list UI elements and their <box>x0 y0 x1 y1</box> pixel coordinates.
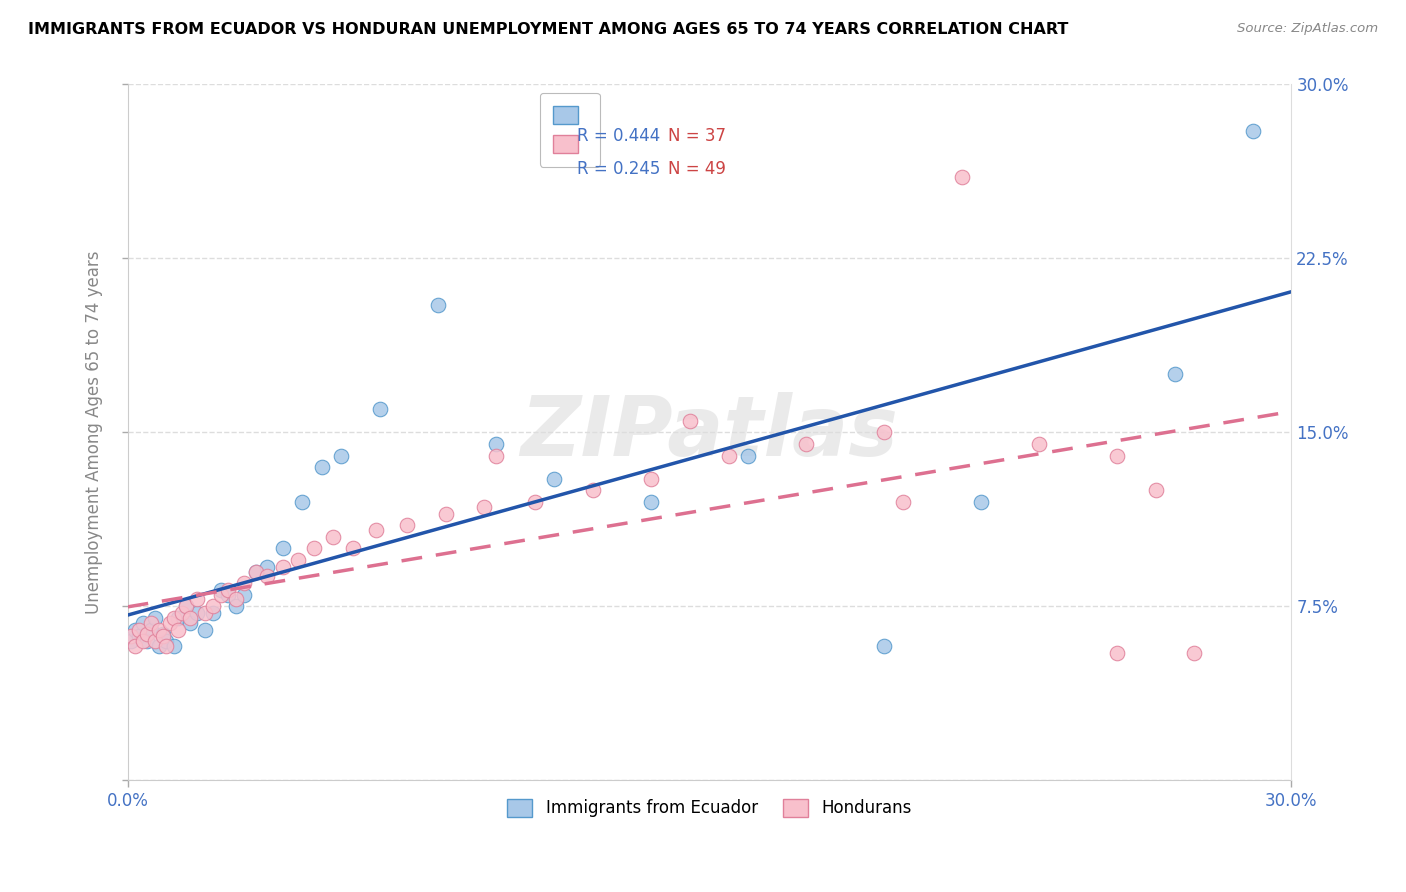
Point <box>174 599 197 614</box>
Point <box>245 565 267 579</box>
Point <box>1164 368 1187 382</box>
Point <box>256 560 278 574</box>
Point <box>582 483 605 498</box>
Point <box>201 599 224 614</box>
Point <box>271 541 294 556</box>
Point <box>233 576 256 591</box>
Point <box>485 449 508 463</box>
Point <box>893 495 915 509</box>
Point <box>1182 646 1205 660</box>
Text: N = 37: N = 37 <box>668 127 725 145</box>
Point <box>225 592 247 607</box>
Point <box>217 588 239 602</box>
Text: Source: ZipAtlas.com: Source: ZipAtlas.com <box>1237 22 1378 36</box>
Point <box>950 170 973 185</box>
Point <box>1028 437 1050 451</box>
Point <box>128 623 150 637</box>
Point <box>873 425 896 440</box>
Point <box>143 634 166 648</box>
Point <box>233 588 256 602</box>
Point <box>163 611 186 625</box>
Point <box>152 627 174 641</box>
Point <box>121 634 143 648</box>
Point <box>342 541 364 556</box>
Point <box>148 639 170 653</box>
Point <box>167 611 190 625</box>
Point <box>796 437 818 451</box>
Point <box>179 615 201 630</box>
Point <box>209 588 232 602</box>
Point <box>155 634 177 648</box>
Point <box>640 495 662 509</box>
Point <box>291 495 314 509</box>
Point <box>186 607 208 621</box>
Point <box>302 541 325 556</box>
Point <box>271 560 294 574</box>
Point <box>124 639 146 653</box>
Point <box>485 437 508 451</box>
Point <box>139 615 162 630</box>
Text: R = 0.444: R = 0.444 <box>576 127 671 145</box>
Point <box>194 607 217 621</box>
Point <box>970 495 993 509</box>
Point <box>152 630 174 644</box>
Point <box>136 634 159 648</box>
Point <box>523 495 546 509</box>
Point <box>426 298 449 312</box>
Point <box>186 592 208 607</box>
Point <box>474 500 496 514</box>
Point <box>1144 483 1167 498</box>
Point <box>287 553 309 567</box>
Point <box>543 472 565 486</box>
Point <box>311 460 333 475</box>
Point <box>1105 646 1128 660</box>
Text: N = 49: N = 49 <box>668 160 725 178</box>
Point <box>640 472 662 486</box>
Point <box>124 623 146 637</box>
Point <box>201 607 224 621</box>
Point <box>155 639 177 653</box>
Point <box>395 518 418 533</box>
Point <box>679 414 702 428</box>
Text: R = 0.245: R = 0.245 <box>576 160 671 178</box>
Point <box>132 634 155 648</box>
Text: IMMIGRANTS FROM ECUADOR VS HONDURAN UNEMPLOYMENT AMONG AGES 65 TO 74 YEARS CORRE: IMMIGRANTS FROM ECUADOR VS HONDURAN UNEM… <box>28 22 1069 37</box>
Point <box>209 583 232 598</box>
Point <box>163 639 186 653</box>
Legend: Immigrants from Ecuador, Hondurans: Immigrants from Ecuador, Hondurans <box>501 792 918 824</box>
Y-axis label: Unemployment Among Ages 65 to 74 years: Unemployment Among Ages 65 to 74 years <box>86 251 103 614</box>
Point <box>174 599 197 614</box>
Point <box>121 630 143 644</box>
Point <box>132 615 155 630</box>
Point <box>167 623 190 637</box>
Text: ZIPatlas: ZIPatlas <box>520 392 898 473</box>
Point <box>434 507 457 521</box>
Point <box>128 630 150 644</box>
Point <box>143 611 166 625</box>
Point <box>330 449 353 463</box>
Point <box>873 639 896 653</box>
Point <box>368 402 391 417</box>
Point <box>737 449 759 463</box>
Point <box>136 627 159 641</box>
Point <box>1241 124 1264 138</box>
Point <box>256 569 278 583</box>
Point <box>148 623 170 637</box>
Point <box>245 565 267 579</box>
Point <box>225 599 247 614</box>
Point <box>194 623 217 637</box>
Point <box>159 615 181 630</box>
Point <box>322 530 344 544</box>
Point <box>179 611 201 625</box>
Point <box>364 523 387 537</box>
Point <box>139 623 162 637</box>
Point <box>170 607 193 621</box>
Point <box>217 583 239 598</box>
Point <box>1105 449 1128 463</box>
Point <box>717 449 740 463</box>
